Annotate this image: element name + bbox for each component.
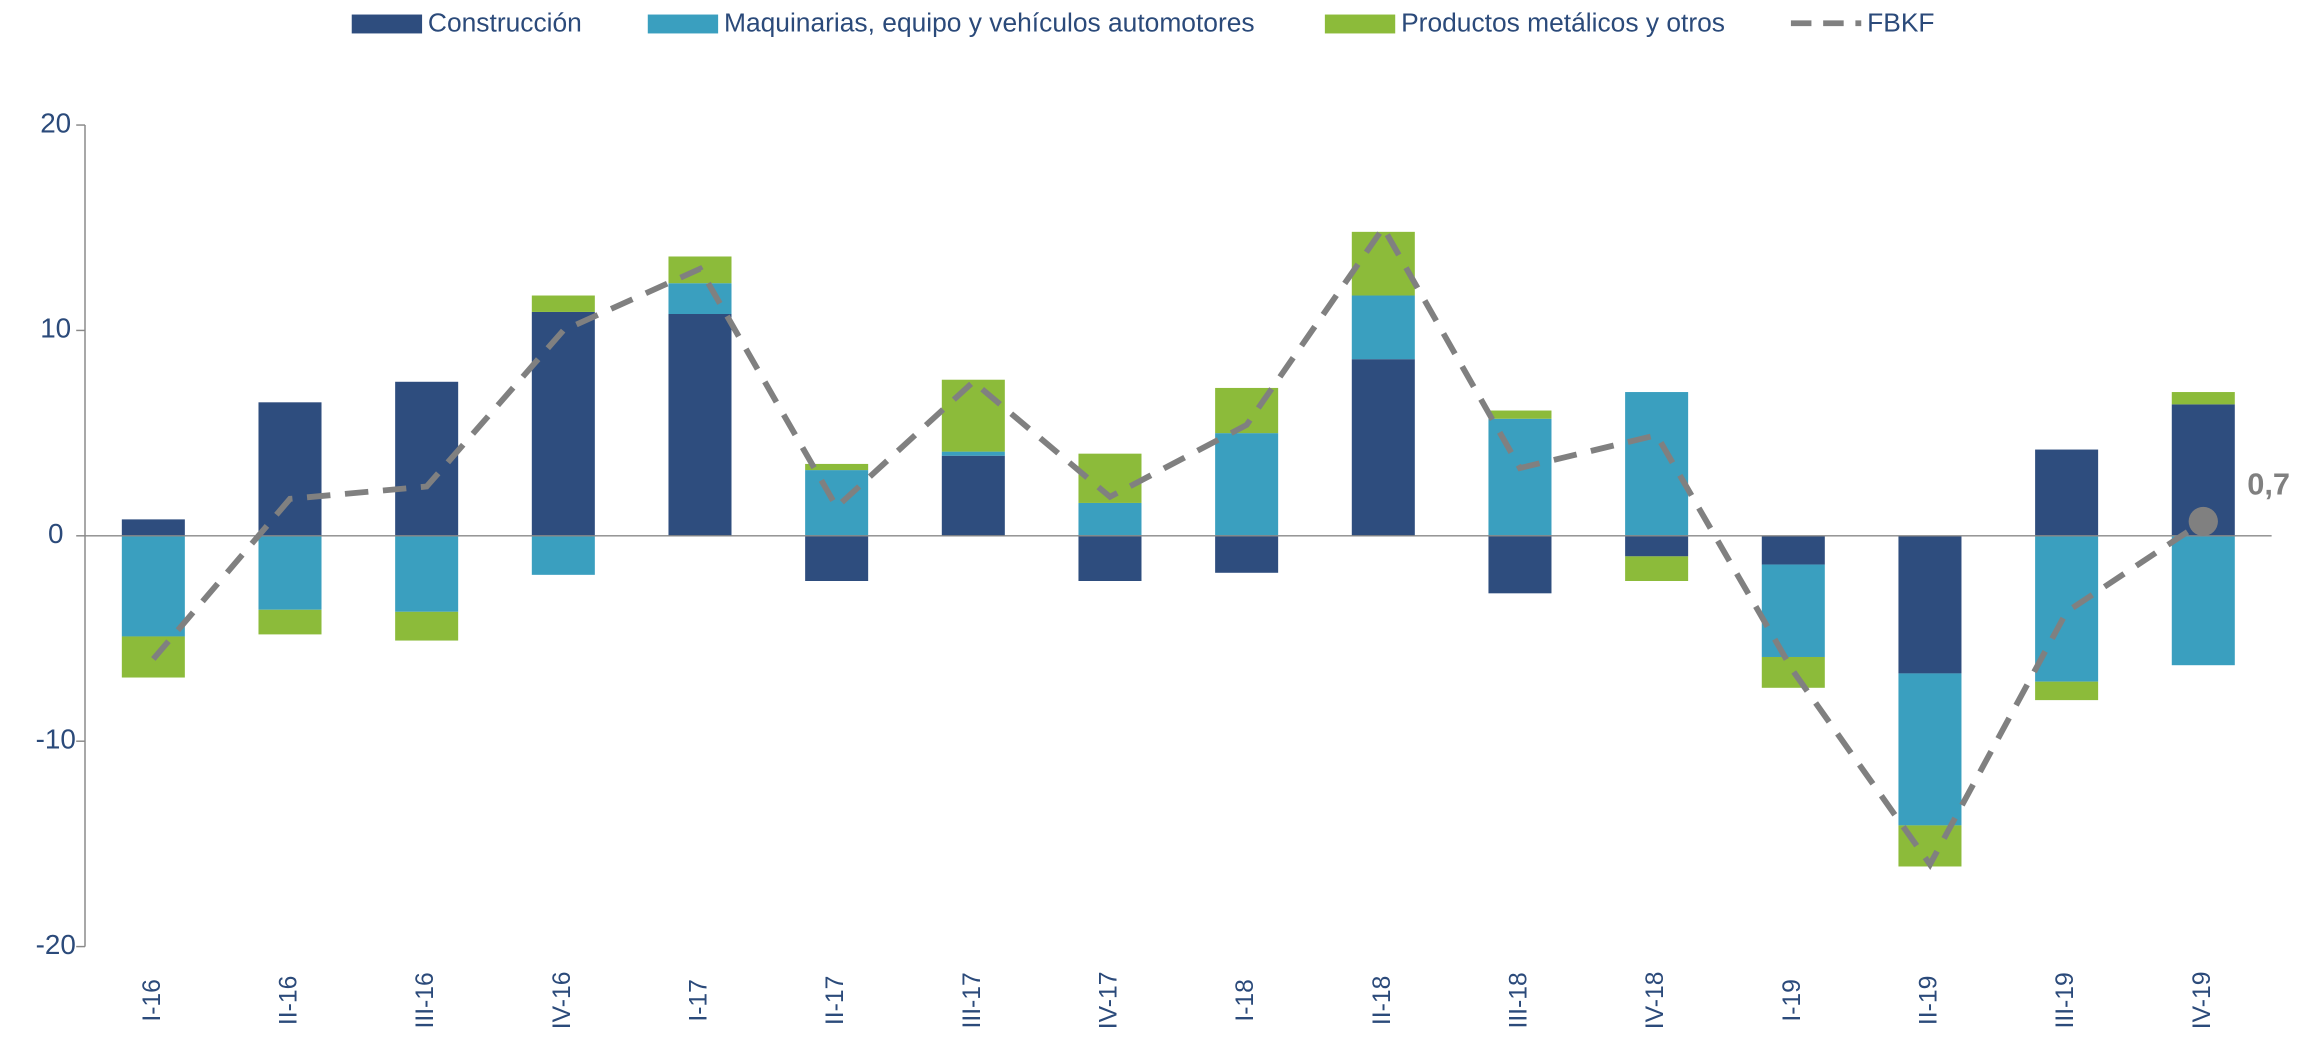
y-tick-label: 20: [40, 107, 71, 138]
bar: [1761, 535, 1825, 565]
bar: [668, 313, 732, 536]
bar: [2035, 681, 2099, 701]
x-tick-label: I-18: [1232, 979, 1259, 1022]
bar: [1351, 231, 1415, 296]
x-tick-label: I-19: [1779, 979, 1806, 1022]
legend-swatch: [351, 14, 423, 34]
bar: [2035, 535, 2099, 682]
bar: [2035, 449, 2099, 536]
bar: [941, 455, 1005, 536]
bar: [1625, 535, 1689, 557]
y-tick-label: -20: [36, 929, 76, 960]
point-marker: [2188, 506, 2218, 536]
bar: [121, 535, 185, 637]
bar: [1761, 564, 1825, 657]
line: [151, 222, 2205, 870]
bar: [1078, 502, 1142, 536]
bar: [805, 470, 869, 536]
bar: [1215, 433, 1279, 536]
x-tick-label: IV-16: [549, 972, 576, 1030]
legend-label: FBKF: [1867, 8, 1934, 38]
bar: [531, 311, 595, 536]
x-tick-label: III-16: [412, 972, 439, 1028]
x-tick-label: I-16: [139, 979, 166, 1022]
bar: [1488, 535, 1552, 594]
bar: [258, 609, 322, 635]
bar: [668, 283, 732, 314]
x-tick-label: III-17: [959, 972, 986, 1028]
bar: [1898, 535, 1962, 674]
x-tick-label: III-18: [1505, 972, 1532, 1028]
bar: [1625, 556, 1689, 581]
bar: [2171, 392, 2235, 405]
bar: [1488, 410, 1552, 419]
x-tick-label: IV-18: [1642, 972, 1669, 1030]
legend-label: Construcción: [428, 8, 582, 38]
data-label: 0,7: [2247, 468, 2290, 502]
bar: [395, 611, 459, 641]
bar: [805, 463, 869, 471]
bar: [2171, 535, 2235, 666]
bar: [1078, 535, 1142, 581]
x-tick-label: IV-19: [2189, 972, 2216, 1030]
bar: [1898, 673, 1962, 826]
y-tick-label: 0: [48, 518, 63, 549]
bar: [395, 535, 459, 612]
x-tick-label: II-18: [1369, 976, 1396, 1025]
legend-swatch: [1324, 14, 1396, 34]
bar: [1488, 418, 1552, 536]
bar: [941, 379, 1005, 452]
bar: [1351, 359, 1415, 536]
legend-label: Productos metálicos y otros: [1401, 8, 1725, 38]
y-tick-label: 10: [40, 313, 71, 344]
bar: [531, 535, 595, 575]
legend-swatch: [647, 14, 719, 34]
x-tick-label: III-19: [2052, 972, 2079, 1028]
bar: [121, 519, 185, 536]
x-tick-label: II-16: [275, 976, 302, 1025]
x-tick-label: IV-17: [1095, 972, 1122, 1030]
bar: [1351, 295, 1415, 360]
bar: [941, 451, 1005, 456]
x-tick-label: II-17: [822, 976, 849, 1025]
bar: [805, 535, 869, 581]
bar: [258, 402, 322, 536]
x-tick-label: I-17: [685, 979, 712, 1022]
bar: [1215, 535, 1279, 573]
y-tick-label: -10: [36, 724, 76, 755]
bar: [1625, 392, 1689, 536]
legend-label: Maquinarias, equipo y vehículos automoto…: [724, 8, 1255, 38]
x-tick-label: II-19: [1915, 976, 1942, 1025]
bar: [258, 535, 322, 610]
bar: [531, 295, 595, 312]
